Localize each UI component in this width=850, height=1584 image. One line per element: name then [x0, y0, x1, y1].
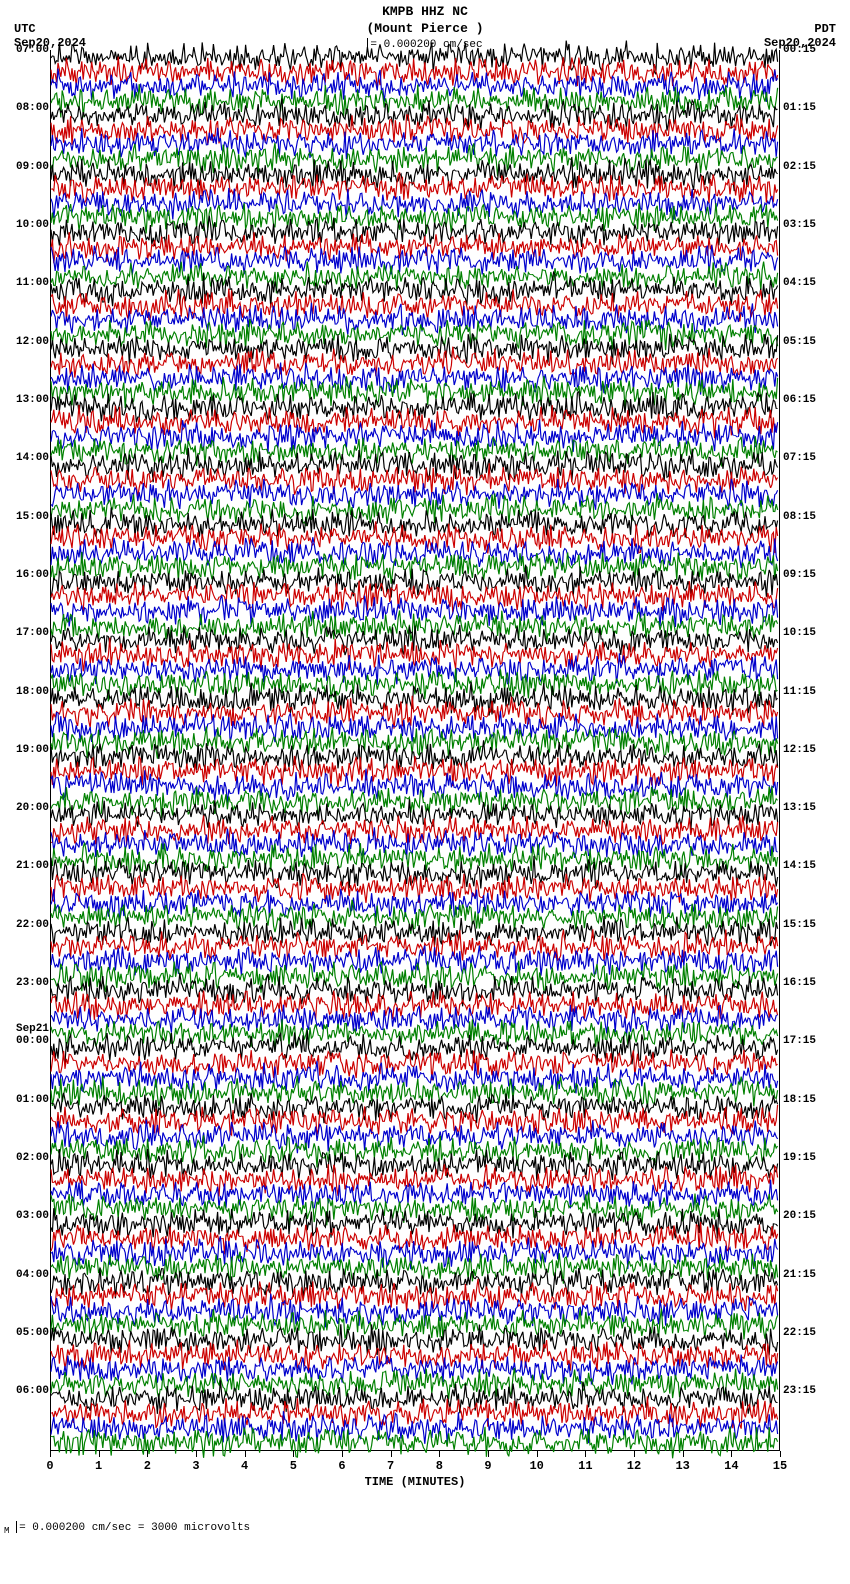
x-tick-label: 9 — [484, 1459, 491, 1473]
utc-time-label: 16:00 — [16, 569, 51, 581]
utc-time-label: 22:00 — [16, 919, 51, 931]
pdt-time-label: 05:15 — [779, 336, 816, 348]
x-tick — [293, 1451, 294, 1457]
utc-time-label: 03:00 — [16, 1210, 51, 1222]
pdt-time-label: 10:15 — [779, 627, 816, 639]
utc-time-label: 07:00 — [16, 44, 51, 56]
pdt-time-label: 18:15 — [779, 1094, 816, 1106]
footer-scale: M = 0.000200 cm/sec = 3000 microvolts — [0, 1491, 850, 1542]
pdt-time-label: 08:15 — [779, 511, 816, 523]
pdt-time-label: 15:15 — [779, 919, 816, 931]
utc-time-label: 06:00 — [16, 1385, 51, 1397]
utc-time-label: 18:00 — [16, 686, 51, 698]
utc-time-label: 01:00 — [16, 1094, 51, 1106]
station-location: (Mount Pierce ) — [0, 21, 850, 38]
x-tick-label: 5 — [290, 1459, 297, 1473]
pdt-time-label: 06:15 — [779, 394, 816, 406]
x-tick — [342, 1451, 343, 1457]
x-tick-label: 11 — [578, 1459, 592, 1473]
utc-time-label: 00:00 — [16, 1035, 51, 1047]
pdt-time-label: 16:15 — [779, 977, 816, 989]
x-tick-label: 0 — [46, 1459, 53, 1473]
x-tick-label: 13 — [675, 1459, 689, 1473]
x-tick-label: 6 — [338, 1459, 345, 1473]
utc-time-label: 04:00 — [16, 1269, 51, 1281]
pdt-time-label: 17:15 — [779, 1035, 816, 1047]
x-axis: TIME (MINUTES) 0123456789101112131415 — [50, 1451, 780, 1491]
utc-time-label: 14:00 — [16, 452, 51, 464]
pdt-time-label: 04:15 — [779, 277, 816, 289]
x-tick — [488, 1451, 489, 1457]
pdt-label: PDT — [764, 22, 836, 36]
x-tick — [585, 1451, 586, 1457]
utc-time-label: 11:00 — [16, 277, 51, 289]
trace-row — [51, 1435, 779, 1450]
utc-time-label: 15:00 — [16, 511, 51, 523]
x-tick — [537, 1451, 538, 1457]
utc-time-label: 13:00 — [16, 394, 51, 406]
utc-time-label: 08:00 — [16, 102, 51, 114]
pdt-time-label: 01:15 — [779, 102, 816, 114]
x-tick — [439, 1451, 440, 1457]
pdt-time-label: 11:15 — [779, 686, 816, 698]
utc-time-label: 12:00 — [16, 336, 51, 348]
utc-time-label: 23:00 — [16, 977, 51, 989]
x-tick-label: 8 — [436, 1459, 443, 1473]
x-tick — [99, 1451, 100, 1457]
x-tick-label: 12 — [627, 1459, 641, 1473]
x-tick-label: 14 — [724, 1459, 738, 1473]
pdt-time-label: 07:15 — [779, 452, 816, 464]
x-tick — [196, 1451, 197, 1457]
utc-time-label: 05:00 — [16, 1327, 51, 1339]
x-tick-label: 15 — [773, 1459, 787, 1473]
pdt-time-label: 03:15 — [779, 219, 816, 231]
pdt-time-label: 22:15 — [779, 1327, 816, 1339]
x-tick-label: 7 — [387, 1459, 394, 1473]
x-tick — [683, 1451, 684, 1457]
utc-time-label: 21:00 — [16, 860, 51, 872]
x-tick — [391, 1451, 392, 1457]
utc-time-label: 17:00 — [16, 627, 51, 639]
utc-time-label: 19:00 — [16, 744, 51, 756]
pdt-time-label: 13:15 — [779, 802, 816, 814]
pdt-time-label: 09:15 — [779, 569, 816, 581]
pdt-time-label: 19:15 — [779, 1152, 816, 1164]
pdt-time-label: 12:15 — [779, 744, 816, 756]
x-tick-label: 4 — [241, 1459, 248, 1473]
pdt-time-label: 02:15 — [779, 161, 816, 173]
utc-date-break: Sep21 — [16, 1023, 51, 1035]
x-tick — [731, 1451, 732, 1457]
seismogram-plot: 07:0000:1508:0001:1509:0002:1510:0003:15… — [50, 50, 780, 1451]
x-tick-label: 2 — [144, 1459, 151, 1473]
x-axis-title: TIME (MINUTES) — [50, 1475, 780, 1489]
station-code: KMPB HHZ NC — [0, 4, 850, 21]
x-tick — [147, 1451, 148, 1457]
utc-time-label: 10:00 — [16, 219, 51, 231]
x-tick-label: 10 — [529, 1459, 543, 1473]
x-tick — [50, 1451, 51, 1457]
utc-time-label: 09:00 — [16, 161, 51, 173]
x-tick — [634, 1451, 635, 1457]
pdt-time-label: 14:15 — [779, 860, 816, 872]
utc-time-label: 20:00 — [16, 802, 51, 814]
pdt-time-label: 00:15 — [779, 44, 816, 56]
utc-time-label: 02:00 — [16, 1152, 51, 1164]
x-tick — [245, 1451, 246, 1457]
x-tick — [780, 1451, 781, 1457]
x-tick-label: 1 — [95, 1459, 102, 1473]
pdt-time-label: 21:15 — [779, 1269, 816, 1281]
x-tick-label: 3 — [192, 1459, 199, 1473]
pdt-time-label: 23:15 — [779, 1385, 816, 1397]
pdt-time-label: 20:15 — [779, 1210, 816, 1222]
